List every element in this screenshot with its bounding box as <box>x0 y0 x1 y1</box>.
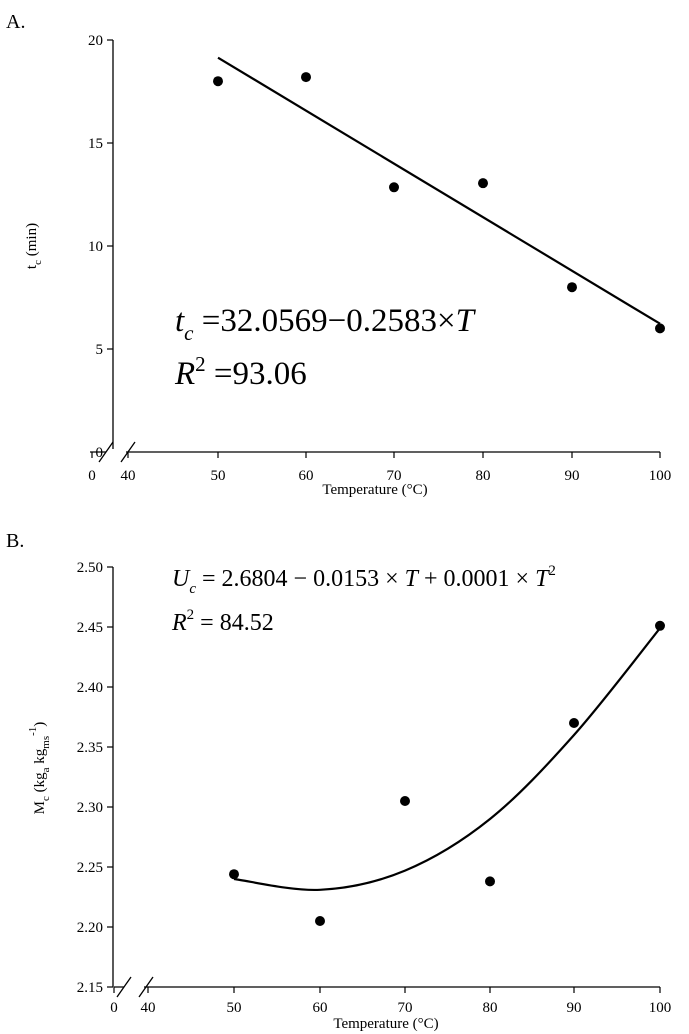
y-tick-label: 2.30 <box>77 800 103 816</box>
x-tick-label: 50 <box>211 468 226 484</box>
x-tick-label: 80 <box>476 468 491 484</box>
x-tick-label: 80 <box>483 1000 498 1016</box>
y-tick-label: 2.35 <box>77 740 103 756</box>
panel-a-marks <box>213 56 665 334</box>
panel-a-axes: 0 5 10 15 20 0 40 50 60 70 80 90 100 <box>88 33 671 484</box>
y-tick-label: 10 <box>88 239 103 255</box>
x-tick-label: 100 <box>649 468 672 484</box>
panel-b-label: B. <box>6 530 24 552</box>
x-tick-label: 60 <box>299 468 314 484</box>
data-point <box>655 323 665 334</box>
axis-break-gap <box>124 984 144 990</box>
x-tick-label: 100 <box>649 1000 672 1016</box>
panel-b-x-axis-title: Temperature (°C) <box>333 1016 438 1032</box>
trend-line <box>217 56 661 325</box>
axis-break-slash <box>116 976 132 998</box>
panel-b-marks <box>229 620 665 926</box>
y-tick-label: 2.25 <box>77 860 103 876</box>
x-tick-label: 70 <box>387 468 402 484</box>
data-point <box>655 620 665 631</box>
y-tick-label: 20 <box>88 33 103 49</box>
x-tick-label: 40 <box>121 468 136 484</box>
y-tick-label: 5 <box>96 342 104 358</box>
panel-b-y-axis-title: Mc (kga kgms-1) <box>27 722 52 815</box>
y-tick-label: 15 <box>88 136 103 152</box>
data-point <box>485 876 495 887</box>
panel-b-fit-equation: Uc = 2.6804 − 0.0153 × T + 0.0001 × T2 <box>172 563 556 597</box>
data-point <box>478 178 488 189</box>
data-point <box>400 796 410 806</box>
x-tick-label: 70 <box>398 1000 413 1016</box>
axis-break-slash <box>120 441 136 463</box>
y-tick-label: 0 <box>96 445 104 461</box>
axis-break-slash <box>138 976 154 998</box>
data-point <box>229 869 239 880</box>
data-point <box>315 916 325 926</box>
data-point <box>569 718 579 728</box>
data-point <box>389 182 399 193</box>
x-tick-label: 90 <box>565 468 580 484</box>
data-point <box>213 76 223 87</box>
panel-a: A. 0 5 10 15 20 0 40 50 60 70 80 90 100 Temperature … <box>6 11 671 498</box>
y-tick-label: 2.40 <box>77 680 103 696</box>
x-tick-label: 60 <box>313 1000 328 1016</box>
y-tick-label: 2.20 <box>77 920 103 936</box>
panel-b-axes: 2.15 2.20 2.25 2.30 2.35 2.40 2.45 2.50 0 40 50 60 7… <box>77 560 672 1016</box>
trend-curve <box>233 627 661 891</box>
axis-break-gap <box>106 449 126 455</box>
y-tick-label: 2.15 <box>77 980 103 996</box>
data-point <box>567 282 577 293</box>
panel-a-x-axis-title: Temperature (°C) <box>322 482 427 498</box>
panel-a-y-axis-title: tc (min) <box>24 223 44 269</box>
y-tick-label: 2.45 <box>77 620 103 636</box>
x-tick-label: 90 <box>567 1000 582 1016</box>
x-tick-label: 0 <box>110 1000 118 1016</box>
x-tick-label: 0 <box>88 468 96 484</box>
y-tick-label: 2.50 <box>77 560 103 576</box>
data-point <box>301 72 311 83</box>
axis-break-slash <box>98 441 114 463</box>
x-tick-label: 50 <box>227 1000 242 1016</box>
panel-b: B. 2.15 2.20 2.25 2.30 2.35 2.40 2.45 2.50 0 40 50… <box>6 530 671 1032</box>
panel-b-r-squared: R2 = 84.52 <box>171 607 274 636</box>
x-tick-label: 40 <box>141 1000 156 1016</box>
panel-a-label: A. <box>6 11 25 33</box>
panel-a-r-squared: R2 =93.06 <box>174 352 307 392</box>
panel-a-fit-equation: tc =32.0569−0.2583×T <box>175 303 477 345</box>
